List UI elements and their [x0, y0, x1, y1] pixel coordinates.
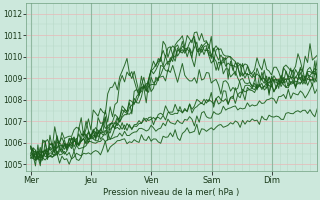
- X-axis label: Pression niveau de la mer( hPa ): Pression niveau de la mer( hPa ): [103, 188, 240, 197]
